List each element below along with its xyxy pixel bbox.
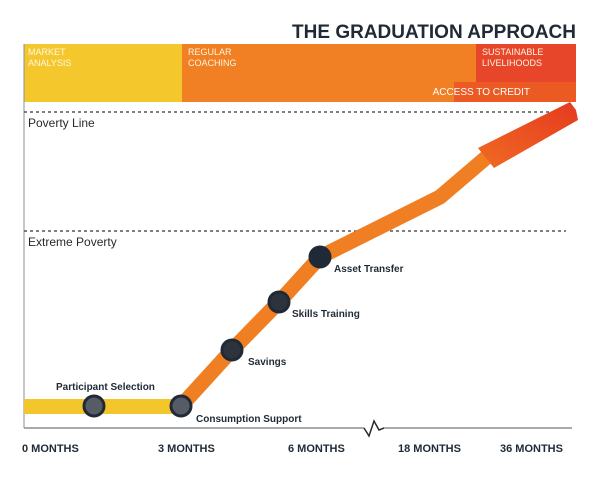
axis-break-icon [363,419,385,438]
access-to-credit-bar [454,82,576,102]
tick-6-months: 6 MONTHS [288,443,345,455]
step-savings: Savings [248,357,287,368]
extreme-poverty-label: Extreme Poverty [28,235,117,249]
step-asset-transfer: Asset Transfer [334,264,404,275]
step-participant-selection: Participant Selection [56,382,155,393]
marker-consumption-support [169,394,193,418]
tick-36-months: 36 MONTHS [500,443,563,455]
tick-3-months: 3 MONTHS [158,443,215,455]
marker-savings [220,338,244,362]
band-coaching-label-2: COACHING [188,58,237,68]
band-livelihoods-label-1: SUSTAINABLE [482,47,543,57]
marker-skills-training [267,290,291,314]
band-livelihoods-label-2: LIVELIHOODS [482,58,542,68]
band-market-analysis [24,44,182,102]
marker-participant-selection [82,394,106,418]
path-red-segment [478,102,578,168]
band-regular-coaching [182,44,476,102]
step-skills-training: Skills Training [292,309,360,320]
tick-0-months: 0 MONTHS [22,443,79,455]
band-market-label-1: MARKET [28,47,66,57]
band-coaching-label-1: REGULAR [188,47,232,57]
poverty-line-label: Poverty Line [28,116,95,130]
marker-asset-transfer [308,245,332,269]
tick-18-months: 18 MONTHS [398,443,461,455]
path-orange-segment [175,150,493,412]
band-market-label-2: ANALYSIS [28,58,71,68]
step-consumption-support: Consumption Support [196,414,302,425]
access-to-credit-label: ACCESS TO CREDIT [433,87,530,98]
diagram-title: THE GRADUATION APPROACH [292,22,576,43]
